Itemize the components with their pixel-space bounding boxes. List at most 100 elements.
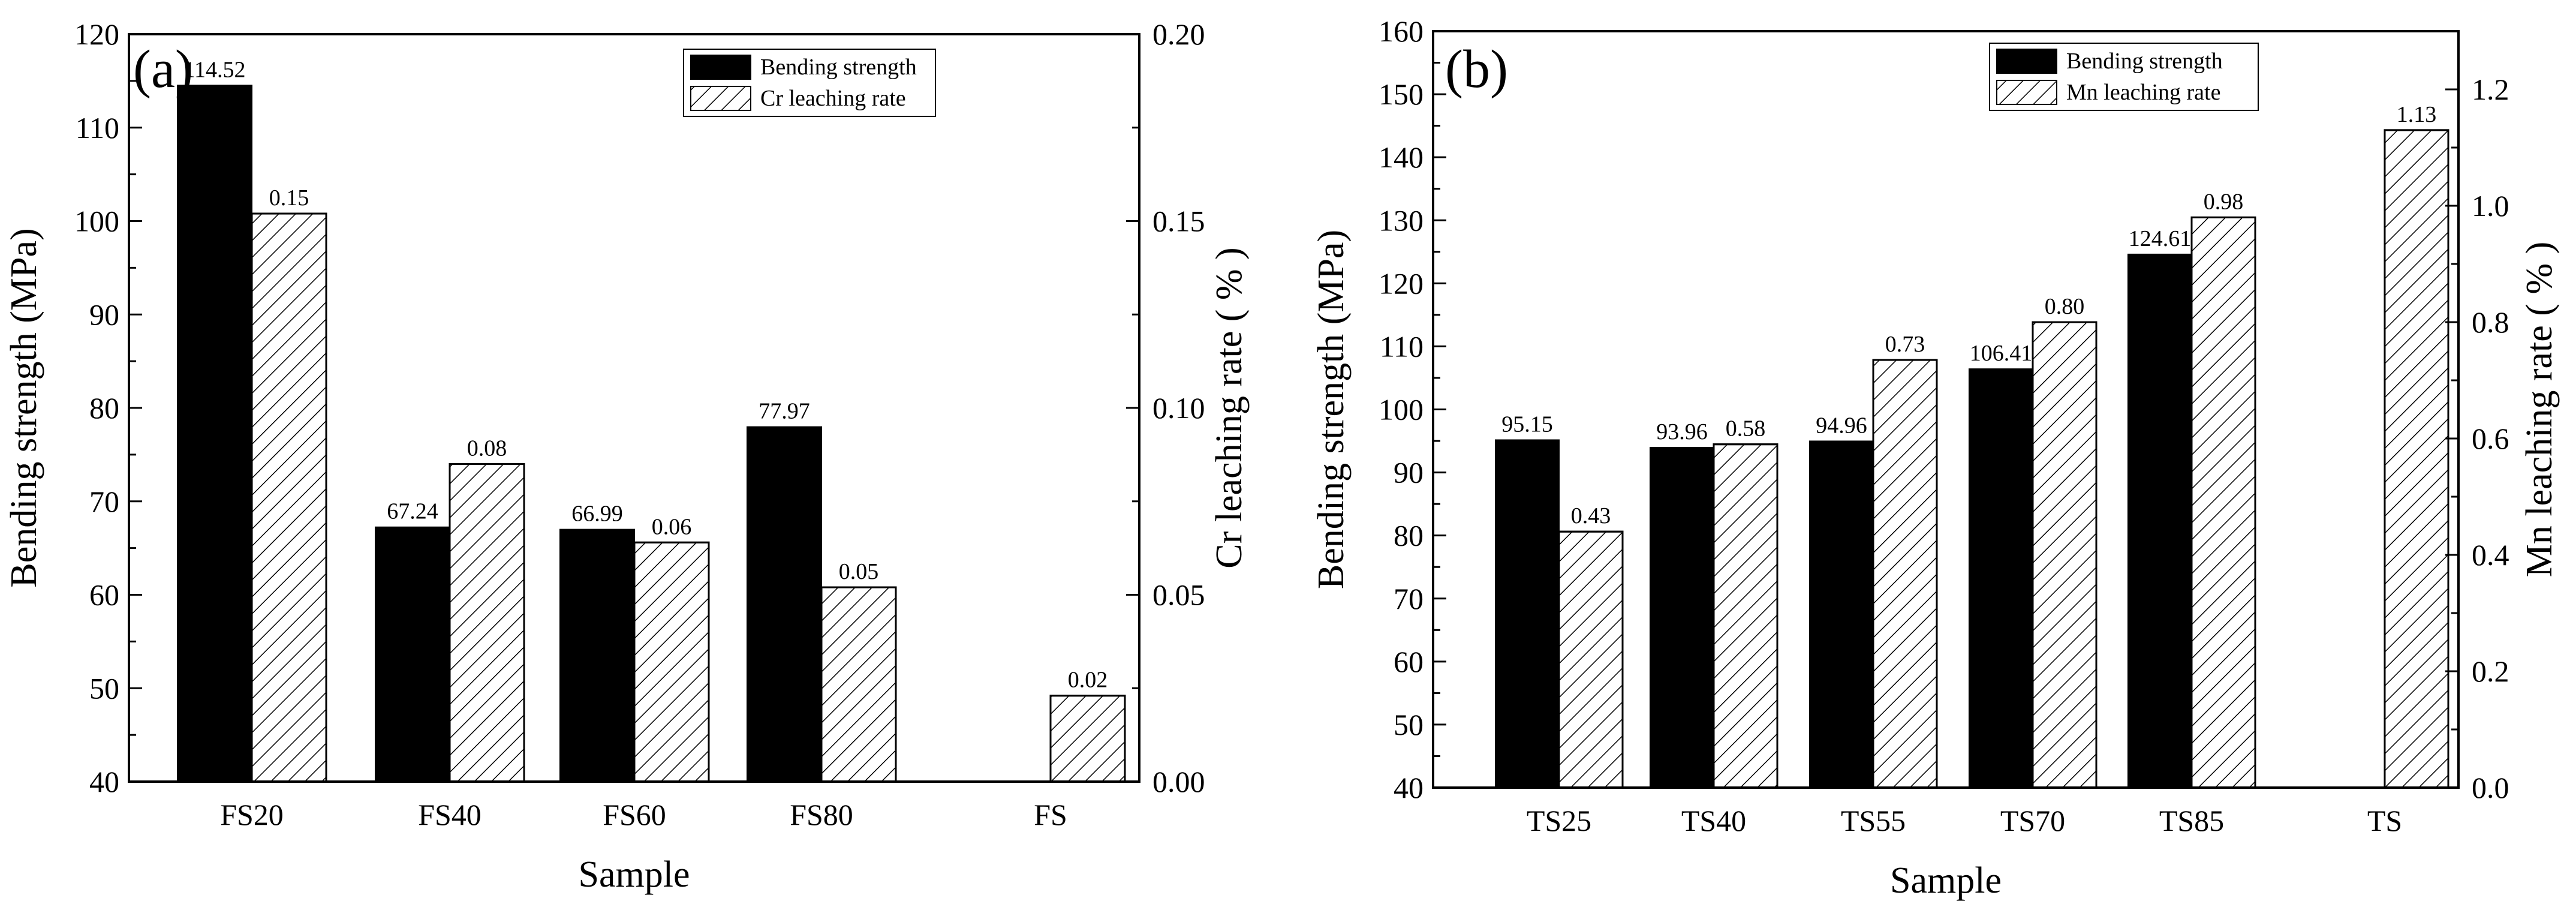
y-tick-label-left: 50 xyxy=(89,671,119,705)
x-tick-label-ts40: TS40 xyxy=(1681,804,1746,837)
data-label-leaching-fs60: 0.06 xyxy=(652,514,692,539)
data-label-bending-ts25: 95.15 xyxy=(1501,412,1553,437)
bar-leaching-ts85 xyxy=(2190,216,2256,789)
chart-panel-a: 114.52 0.15 67.24 0.08 66.99 0.06 77.97 0.05 0.0… xyxy=(4,17,1250,895)
y-tick-label-left: 120 xyxy=(74,17,119,51)
y-axis-title-left: Bending strength (MPa) xyxy=(1311,230,1352,589)
bar-leaching-fs xyxy=(1049,695,1126,783)
data-label-bending-fs20: 114.52 xyxy=(183,57,245,82)
data-label-bending-ts85: 124.61 xyxy=(2129,226,2192,251)
y-tick-label-left: 100 xyxy=(1379,393,1424,427)
bar-leaching-ts xyxy=(2384,129,2449,789)
legend-label-leaching: Mn leaching rate xyxy=(2066,80,2220,105)
y-tick-label-right: 0.10 xyxy=(1152,391,1205,425)
y-axis-title-right: Mn leaching rate ( % ) xyxy=(2519,242,2560,577)
y-tick-label-left: 70 xyxy=(89,485,119,518)
y-tick-label-right: 0.0 xyxy=(2472,771,2509,804)
x-tick-label-fs20: FS20 xyxy=(220,798,284,831)
bar-leaching-fs60 xyxy=(633,541,710,783)
x-axis-title: Sample xyxy=(579,854,690,895)
bar-bending-fs40 xyxy=(375,526,450,782)
bar-leaching-fs80 xyxy=(820,586,897,783)
legend-swatch-bending xyxy=(690,55,751,80)
x-tick-label-fs: FS xyxy=(1034,798,1067,831)
y-tick-label-right: 0.2 xyxy=(2472,654,2509,688)
data-label-bending-fs60: 66.99 xyxy=(571,501,623,527)
y-tick-label-left: 60 xyxy=(89,578,119,612)
bar-leaching-fs20 xyxy=(251,212,327,783)
y-tick-label-right: 1.2 xyxy=(2472,73,2509,106)
y-tick-label-left: 80 xyxy=(89,391,119,425)
panel-label: (b) xyxy=(1445,40,1508,99)
data-label-leaching-fs20: 0.15 xyxy=(269,185,309,211)
y-tick-label-left: 150 xyxy=(1379,77,1424,111)
x-tick-label-ts55: TS55 xyxy=(1841,804,1906,837)
legend-swatch-leaching xyxy=(690,86,751,111)
bar-leaching-ts55 xyxy=(1872,359,1938,789)
data-label-leaching-ts: 1.13 xyxy=(2397,102,2437,127)
y-tick-label-left: 40 xyxy=(89,765,119,798)
x-tick-label-ts85: TS85 xyxy=(2159,804,2224,837)
x-tick-label-ts25: TS25 xyxy=(1527,804,1591,837)
y-tick-label-left: 140 xyxy=(1379,140,1424,174)
data-label-bending-fs80: 77.97 xyxy=(759,399,810,424)
y-tick-label-right: 0.8 xyxy=(2472,305,2509,339)
data-label-leaching-ts25: 0.43 xyxy=(1571,503,1611,528)
data-label-bending-fs40: 67.24 xyxy=(387,499,438,524)
y-tick-label-left: 160 xyxy=(1379,14,1424,48)
bar-leaching-ts70 xyxy=(2032,321,2097,789)
data-label-leaching-ts70: 0.80 xyxy=(2045,294,2085,319)
y-tick-label-right: 0.4 xyxy=(2472,538,2509,572)
legend-swatch-leaching xyxy=(1996,80,2057,105)
y-tick-label-left: 70 xyxy=(1394,582,1424,615)
y-tick-label-left: 120 xyxy=(1379,266,1424,300)
bar-leaching-ts40 xyxy=(1713,443,1778,789)
bar-bending-fs20 xyxy=(177,85,252,783)
y-tick-label-right: 1.0 xyxy=(2472,189,2509,223)
y-axis-title-right: Cr leaching rate ( % ) xyxy=(1209,247,1250,568)
bar-bending-ts55 xyxy=(1809,440,1874,788)
data-label-leaching-fs40: 0.08 xyxy=(467,436,507,461)
bar-bending-fs80 xyxy=(747,426,822,782)
y-tick-label-right: 0.05 xyxy=(1152,578,1205,612)
y-tick-label-left: 110 xyxy=(76,111,119,145)
y-tick-label-left: 50 xyxy=(1394,708,1424,741)
y-axis-title-left: Bending strength (MPa) xyxy=(4,228,44,587)
data-label-leaching-fs: 0.02 xyxy=(1068,668,1108,693)
legend-label-bending: Bending strength xyxy=(2066,49,2223,74)
bar-bending-ts85 xyxy=(2127,253,2192,789)
bar-bending-ts40 xyxy=(1650,446,1714,788)
panel-label: (a) xyxy=(133,40,193,99)
legend-label-bending: Bending strength xyxy=(760,55,917,80)
y-tick-label-left: 130 xyxy=(1379,203,1424,237)
y-tick-label-left: 80 xyxy=(1394,519,1424,552)
bar-bending-ts25 xyxy=(1495,439,1560,788)
x-tick-label-fs80: FS80 xyxy=(790,798,853,831)
y-tick-label-left: 60 xyxy=(1394,645,1424,678)
y-tick-label-left: 110 xyxy=(1380,329,1424,363)
bar-bending-ts70 xyxy=(1969,368,2033,788)
x-axis-title: Sample xyxy=(1890,860,2002,901)
data-label-leaching-fs80: 0.05 xyxy=(839,559,879,584)
data-label-leaching-ts85: 0.98 xyxy=(2204,189,2244,214)
data-label-leaching-ts40: 0.58 xyxy=(1726,416,1766,442)
y-tick-label-left: 40 xyxy=(1394,771,1424,804)
y-tick-label-right: 0.20 xyxy=(1152,17,1205,51)
x-tick-label-fs60: FS60 xyxy=(603,798,666,831)
legend-label-leaching: Cr leaching rate xyxy=(760,86,906,111)
y-tick-label-left: 90 xyxy=(89,298,119,331)
data-label-leaching-ts55: 0.73 xyxy=(1885,332,1925,357)
data-label-bending-ts55: 94.96 xyxy=(1816,413,1867,438)
bar-leaching-ts25 xyxy=(1558,530,1624,789)
x-tick-label-ts: TS xyxy=(2367,804,2402,837)
bar-bending-fs60 xyxy=(559,528,635,782)
y-tick-label-right: 0.15 xyxy=(1152,205,1205,238)
bar-leaching-fs40 xyxy=(449,462,525,783)
y-tick-label-left: 90 xyxy=(1394,456,1424,489)
y-tick-label-right: 0.6 xyxy=(2472,422,2509,455)
x-tick-label-fs40: FS40 xyxy=(418,798,482,831)
data-label-bending-ts40: 93.96 xyxy=(1656,419,1708,445)
y-tick-label-right: 0.00 xyxy=(1152,765,1205,798)
y-tick-label-left: 100 xyxy=(74,205,119,238)
